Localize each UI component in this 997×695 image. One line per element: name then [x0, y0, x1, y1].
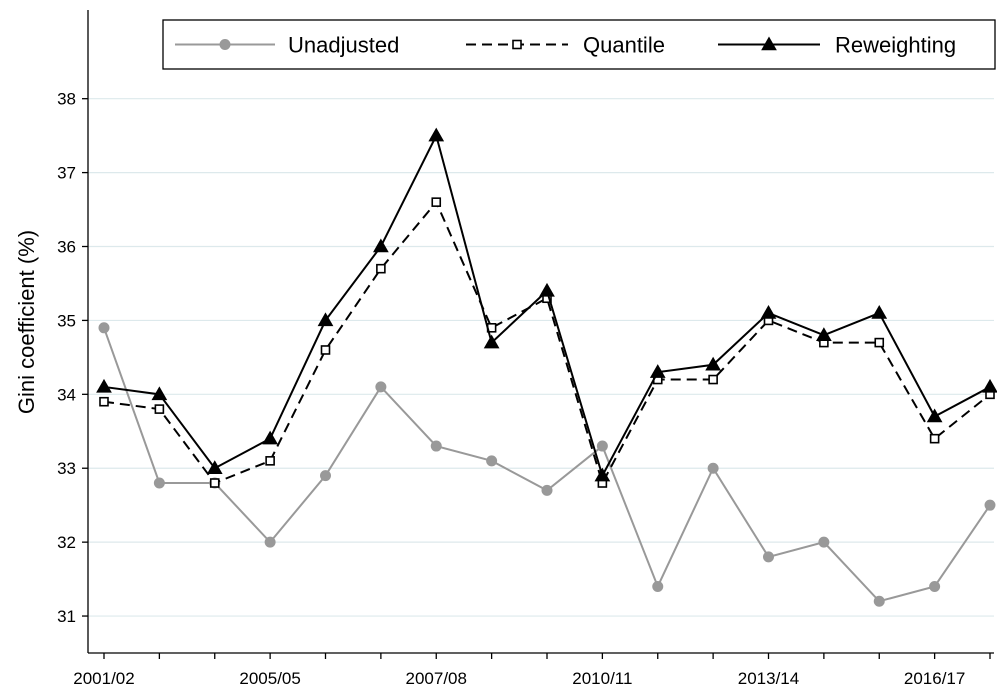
- data-point-unadjusted: [984, 499, 996, 511]
- data-point-unadjusted: [153, 477, 165, 489]
- y-tick-label: 34: [57, 385, 76, 404]
- data-point-quantile: [265, 456, 275, 466]
- legend-label-quantile: Quantile: [583, 33, 665, 58]
- data-point-reweighting: [816, 327, 832, 341]
- y-axis-title: Gini coefficient (%): [14, 230, 39, 414]
- x-tick-label: 2010/11: [572, 669, 632, 688]
- y-tick-label: 38: [57, 90, 76, 109]
- series-line-reweighting: [103, 132, 991, 479]
- y-tick-label: 32: [57, 533, 76, 552]
- data-point-quantile: [320, 345, 331, 355]
- y-tick-label: 33: [57, 459, 76, 478]
- data-point-unadjusted: [375, 381, 387, 393]
- data-point-unadjusted: [818, 536, 830, 548]
- x-tick-label: 2005/05: [239, 669, 300, 688]
- data-point-reweighting: [483, 334, 500, 349]
- data-point-reweighting: [594, 467, 611, 482]
- data-point-quantile: [154, 404, 165, 414]
- series-reweighting: [96, 127, 997, 482]
- data-point-quantile: [708, 374, 718, 385]
- legend-box: [162, 19, 996, 70]
- data-point-reweighting: [262, 430, 278, 445]
- x-tick-label: 2007/08: [406, 669, 467, 688]
- legend-label-unadjusted: Unadjusted: [288, 33, 399, 58]
- data-point-unadjusted: [541, 484, 553, 496]
- data-point-unadjusted: [707, 462, 719, 474]
- data-point-quantile: [874, 337, 885, 348]
- x-tick-label: 2016/17: [904, 669, 965, 688]
- x-tick-label: 2013/14: [738, 669, 799, 688]
- data-point-quantile: [431, 197, 442, 207]
- data-point-quantile: [99, 396, 109, 407]
- data-point-unadjusted: [929, 580, 941, 592]
- y-gridlines: [88, 98, 994, 617]
- axes: 31 32 33 34 35 36 37 38 2001/02 2005/05 2007/08 201…: [57, 10, 994, 688]
- data-point-unadjusted: [320, 470, 331, 482]
- series-unadjusted: [98, 322, 996, 607]
- data-point-quantile: [929, 433, 940, 444]
- data-point-reweighting: [428, 127, 445, 142]
- data-point-unadjusted: [98, 322, 110, 334]
- data-point-unadjusted: [264, 536, 276, 548]
- data-point-reweighting: [982, 378, 997, 393]
- data-point-reweighting: [373, 238, 389, 253]
- data-point-reweighting: [760, 305, 777, 319]
- legend-marker-quantile: [512, 39, 522, 50]
- series-line-unadjusted: [103, 327, 991, 603]
- y-tick-label: 31: [57, 607, 76, 626]
- data-point-reweighting: [96, 378, 112, 393]
- legend-marker-unadjusted: [219, 39, 231, 50]
- data-point-unadjusted: [763, 551, 774, 563]
- data-point-reweighting: [151, 386, 168, 401]
- data-point-reweighting: [206, 460, 223, 474]
- data-point-unadjusted: [430, 440, 442, 452]
- data-point-unadjusted: [486, 455, 498, 467]
- series-line-quantile: [103, 200, 991, 486]
- data-point-reweighting: [649, 364, 666, 378]
- data-point-reweighting: [705, 356, 721, 371]
- y-tick-label: 35: [57, 311, 76, 330]
- series-quantile: [99, 197, 995, 488]
- x-tick-label: 2001/02: [73, 669, 134, 688]
- y-tick-label: 37: [57, 164, 76, 183]
- legend-marker-reweighting: [761, 36, 777, 51]
- y-tick-label: 36: [57, 238, 76, 257]
- series-layer: [96, 127, 997, 607]
- legend: Unadjusted Quantile Reweighting: [162, 19, 996, 70]
- data-point-reweighting: [539, 282, 555, 297]
- data-point-unadjusted: [873, 595, 885, 607]
- data-point-unadjusted: [596, 440, 608, 452]
- data-point-quantile: [209, 478, 220, 488]
- data-point-unadjusted: [652, 580, 664, 592]
- data-point-reweighting: [871, 305, 888, 319]
- legend-label-reweighting: Reweighting: [835, 33, 956, 58]
- data-point-quantile: [376, 263, 386, 274]
- data-point-reweighting: [317, 312, 334, 327]
- data-point-reweighting: [926, 408, 943, 423]
